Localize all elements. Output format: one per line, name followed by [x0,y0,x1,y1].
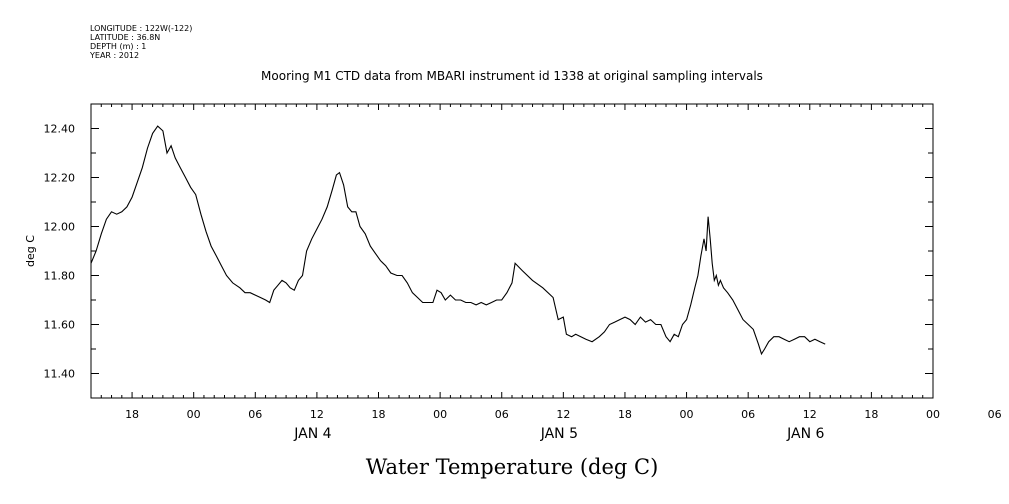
x-tick-label: 12 [310,408,324,421]
header-year: YEAR : 2012 [89,51,139,60]
y-axis-label: deg C [24,235,37,267]
x-tick-labels: 1800061218000612180006121800061218000612… [125,408,1002,421]
header-info: LONGITUDE : 122W(-122) LATITUDE : 36.8N … [89,24,192,60]
y-tick-label: 12.20 [44,172,76,185]
x-tick-label: 18 [372,408,386,421]
chart-title: Mooring M1 CTD data from MBARI instrumen… [261,69,763,83]
bottom-title: Water Temperature (deg C) [366,455,659,479]
x-tick-label: 06 [741,408,755,421]
x-tick-label: 00 [433,408,447,421]
y-tick-label: 11.40 [44,368,76,381]
x-tick-label: 00 [680,408,694,421]
header-longitude: LONGITUDE : 122W(-122) [90,24,192,33]
x-tick-label: 00 [926,408,940,421]
y-tick-label: 11.80 [44,270,76,283]
axis-ticks [90,103,934,399]
x-tick-label: 06 [248,408,262,421]
y-tick-label: 12.40 [44,123,76,136]
temperature-line [90,125,826,356]
x-tick-label: 06 [988,408,1002,421]
y-tick-label: 11.60 [44,319,76,332]
header-depth: DEPTH (m) : 1 [90,42,146,51]
x-tick-label: 18 [864,408,878,421]
y-tick-labels: 11.40 11.60 11.80 12.00 12.20 12.40 [44,123,76,381]
x-tick-label: 18 [618,408,632,421]
x-tick-label: 06 [495,408,509,421]
day-label: JAN 6 [786,426,824,442]
x-tick-label: 12 [803,408,817,421]
header-latitude: LATITUDE : 36.8N [90,33,160,42]
day-label: JAN 5 [540,426,578,442]
x-tick-label: 18 [125,408,139,421]
day-label: JAN 4 [293,426,331,442]
plot-frame [90,103,934,399]
y-tick-label: 12.00 [44,221,76,234]
x-tick-label: 00 [187,408,201,421]
x-tick-label: 12 [556,408,570,421]
